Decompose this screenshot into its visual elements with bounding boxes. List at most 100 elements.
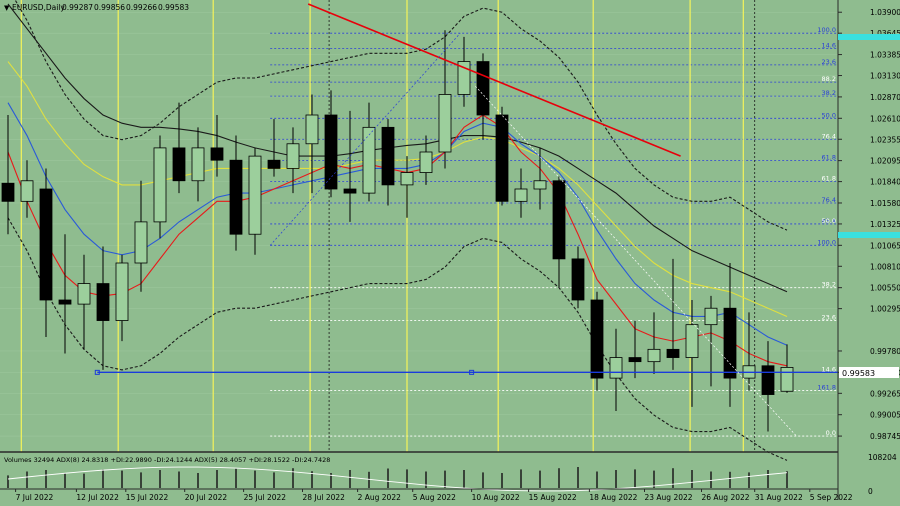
price-tick-label-6: 1.02355 [870, 135, 900, 144]
ma-black-line [7, 3, 788, 293]
fib-left-label-3: 38.2 [822, 89, 836, 97]
price-tick-label-4: 1.02870 [870, 93, 900, 102]
fib-mid-label-3: 50.0 [822, 217, 836, 225]
time-tick-label-9: 15 Aug 2022 [529, 493, 577, 502]
fib-mid-label-0: 88.2 [822, 75, 836, 83]
time-tick-label-14: 5 Sep 2022 [810, 493, 853, 502]
fib-left-label-1: 14.6 [822, 41, 836, 49]
candle-body-5 [96, 283, 110, 321]
drawn-lines [94, 3, 838, 437]
price-tick-label-0: 1.03900 [870, 8, 900, 17]
candle-body-10 [191, 147, 205, 182]
current-price-tag [839, 367, 899, 378]
candle-body-31 [590, 299, 604, 379]
price-tick-label-17: 0.99265 [870, 389, 900, 398]
candle-body-15 [286, 143, 300, 169]
support-anchor-left [94, 369, 100, 375]
time-tick-label-7: 5 Aug 2022 [413, 493, 456, 502]
candle-body-18 [343, 188, 357, 194]
time-tick-label-6: 2 Aug 2022 [358, 493, 401, 502]
candles [1, 30, 794, 432]
fib-mid-label-2: 61.8 [822, 175, 836, 183]
volume-panel-label: Volumes 32494 ADX(8) 24.8318 +DI:22.9890… [4, 456, 330, 464]
candle-body-16 [305, 114, 319, 145]
price-tick-label-11: 1.01065 [870, 241, 900, 250]
candle-body-38 [723, 307, 737, 379]
fib-left-label-2: 23.6 [822, 58, 836, 66]
fib-left-label-7: 85.4 [822, 217, 836, 225]
time-tick-label-13: 31 Aug 2022 [755, 493, 803, 502]
price-tick-label-2: 1.03385 [870, 51, 900, 60]
price-tick-label-18: 0.99005 [870, 411, 900, 420]
candle-body-7 [134, 221, 148, 264]
candle-body-1 [20, 180, 34, 202]
time-axis-ticks: 7 Jul 2022 12 Jul 2022 15 Jul 2022 20 Jul 2… [15, 489, 853, 502]
fib-left-label-5: 61.8 [822, 154, 836, 162]
fib-left-label-4: 50.0 [822, 111, 836, 119]
downtrend-line [307, 3, 681, 157]
cyan-level-marker-top [838, 34, 900, 40]
current-price-label: 0.99583 [842, 369, 875, 378]
candle-body-2 [39, 188, 53, 301]
candle-body-25 [476, 61, 490, 116]
candle-body-26 [495, 114, 509, 202]
time-tick-label-1: 12 Jul 2022 [76, 493, 119, 502]
price-tick-label-19: 0.98745 [870, 432, 900, 441]
candle-body-12 [229, 159, 243, 235]
fib-left-label-8: 100.0 [817, 238, 836, 246]
candle-body-32 [609, 357, 623, 379]
candle-body-8 [153, 147, 167, 223]
candle-body-21 [400, 172, 414, 186]
fib-right-label-2: 14.6 [822, 365, 836, 373]
candle-body-11 [210, 147, 224, 161]
candle-body-14 [267, 159, 281, 169]
candle-body-40 [761, 365, 775, 395]
candle-body-20 [381, 126, 395, 186]
price-tick-label-8: 1.01840 [870, 178, 900, 187]
candle-body-33 [628, 357, 642, 363]
price-tick-label-12: 1.00810 [870, 262, 900, 271]
fib-right-label-0: 38.2 [822, 281, 836, 289]
time-tick-label-8: 10 Aug 2022 [472, 493, 520, 502]
time-tick-label-12: 26 Aug 2022 [702, 493, 750, 502]
price-tick-label-14: 1.00295 [870, 305, 900, 314]
fib-right-label-1: 23.6 [822, 314, 836, 322]
header-high: 0.99856 [94, 3, 125, 12]
fib-diagonal-blue [269, 32, 461, 246]
time-tick-label-10: 18 Aug 2022 [589, 493, 637, 502]
price-tick-label-3: 1.03130 [870, 72, 900, 81]
candle-body-29 [552, 180, 566, 260]
price-tick-label-7: 1.02095 [870, 157, 900, 166]
price-tick-label-13: 1.00550 [870, 284, 900, 293]
header-symbol: EURUSD,Daily [12, 3, 65, 12]
candle-body-9 [172, 147, 186, 182]
fib-diagonal-white [475, 85, 797, 437]
candle-body-0 [1, 182, 15, 202]
candle-body-17 [324, 114, 338, 190]
header-symbol-arrow: ▼ [4, 4, 10, 12]
candle-body-22 [419, 151, 433, 173]
header-low: 0.99266 [126, 3, 157, 12]
candle-body-4 [77, 283, 91, 305]
fib-right-label-3: 161.8 [817, 383, 836, 391]
fib-left-label-6: 76.4 [822, 196, 836, 204]
time-tick-label-5: 28 Jul 2022 [303, 493, 346, 502]
time-tick-label-2: 15 Jul 2022 [126, 493, 169, 502]
adx-line [7, 466, 788, 492]
price-tick-label-5: 1.02610 [870, 114, 900, 123]
price-tick-label-9: 1.01580 [870, 199, 900, 208]
candle-body-19 [362, 126, 376, 194]
time-tick-label-0: 7 Jul 2022 [16, 493, 54, 502]
price-tick-label-15: 0.99780 [870, 347, 900, 356]
candle-body-30 [571, 258, 585, 301]
candle-body-41 [780, 367, 794, 392]
volume-max-label: 108204 [868, 453, 897, 462]
header-open: 0.99287 [62, 3, 93, 12]
candle-body-27 [514, 188, 528, 202]
fib-right-label-4: 0.0 [826, 429, 836, 437]
volume-zero-label: 0 [868, 487, 873, 496]
price-tick-label-10: 1.01325 [870, 220, 900, 229]
candle-body-34 [647, 348, 661, 363]
ma-red-line [7, 114, 788, 367]
